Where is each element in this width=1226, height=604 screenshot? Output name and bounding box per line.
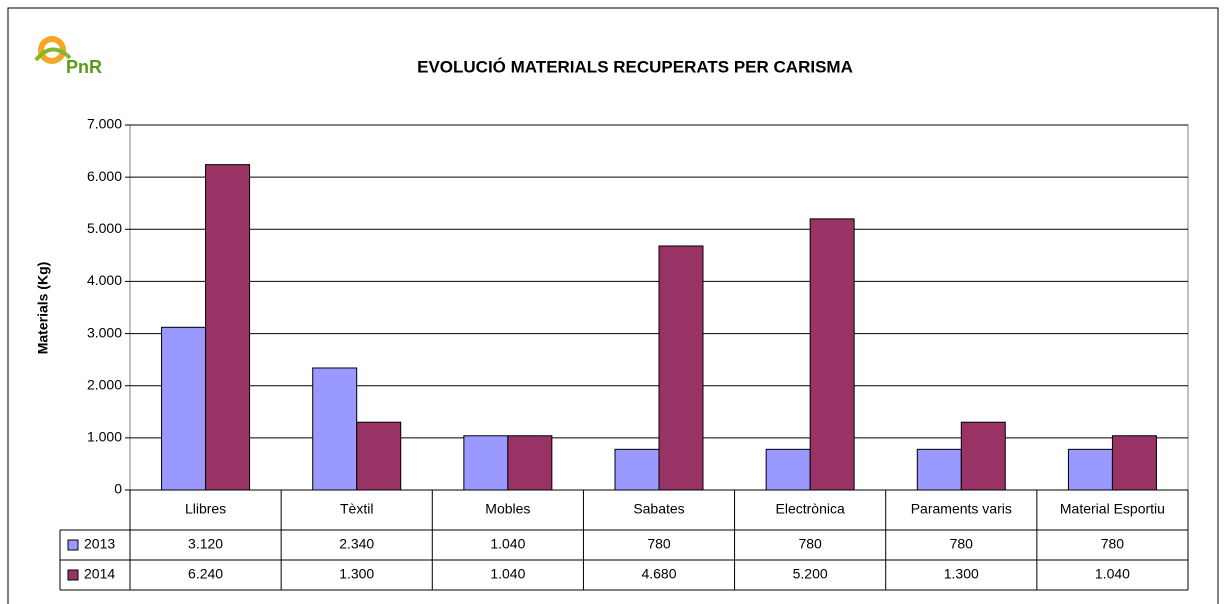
bar <box>916 448 962 491</box>
y-tick-label: 6.000 <box>87 168 122 184</box>
x-tick-label: Tèxtil <box>340 501 373 517</box>
legend-swatch <box>67 539 79 551</box>
chart-title: EVOLUCIÓ MATERIALS RECUPERATS PER CARISM… <box>417 57 853 76</box>
x-tick-label: Paraments varis <box>911 501 1012 517</box>
data-label: 780 <box>647 536 671 552</box>
bar <box>205 164 251 491</box>
bar <box>161 326 207 491</box>
x-tick-label: Electrònica <box>776 501 845 517</box>
data-label: 5.200 <box>793 566 828 582</box>
data-label: 6.240 <box>188 566 223 582</box>
x-tick-label: Llibres <box>185 501 226 517</box>
y-tick-label: 0 <box>114 481 122 497</box>
data-label: 780 <box>950 536 974 552</box>
bar <box>463 435 509 491</box>
y-tick-label: 5.000 <box>87 220 122 236</box>
y-tick-label: 2.000 <box>87 376 122 392</box>
bar <box>765 448 811 491</box>
data-label: 2.340 <box>339 536 374 552</box>
data-label: 1.300 <box>339 566 374 582</box>
y-tick-label: 1.000 <box>87 429 122 445</box>
bar <box>1111 435 1157 491</box>
data-label: 3.120 <box>188 536 223 552</box>
legend-label: 2013 <box>84 536 115 552</box>
x-tick-label: Sabates <box>633 501 684 517</box>
bar <box>356 421 402 491</box>
x-tick-label: Mobles <box>485 501 530 517</box>
logo: PnR <box>34 36 102 77</box>
bar <box>614 448 660 491</box>
data-label: 1.300 <box>944 566 979 582</box>
logo-text: PnR <box>66 57 102 77</box>
data-label: 1.040 <box>490 536 525 552</box>
bar <box>658 245 704 491</box>
y-tick-label: 7.000 <box>87 116 122 132</box>
bar <box>960 421 1006 491</box>
y-tick-label: 3.000 <box>87 324 122 340</box>
data-label: 780 <box>798 536 822 552</box>
y-tick-label: 4.000 <box>87 272 122 288</box>
y-axis-label: Materials (Kg) <box>35 262 51 355</box>
frame <box>7 7 1219 604</box>
data-label: 1.040 <box>1095 566 1130 582</box>
data-label: 1.040 <box>490 566 525 582</box>
bar <box>507 435 553 491</box>
x-tick-label: Material Esportiu <box>1060 501 1165 517</box>
legend-label: 2014 <box>84 566 115 582</box>
legend-swatch <box>67 569 79 581</box>
bar <box>312 367 358 491</box>
data-label: 4.680 <box>641 566 676 582</box>
bar <box>809 218 855 491</box>
data-label: 780 <box>1101 536 1125 552</box>
bar <box>1067 448 1113 491</box>
